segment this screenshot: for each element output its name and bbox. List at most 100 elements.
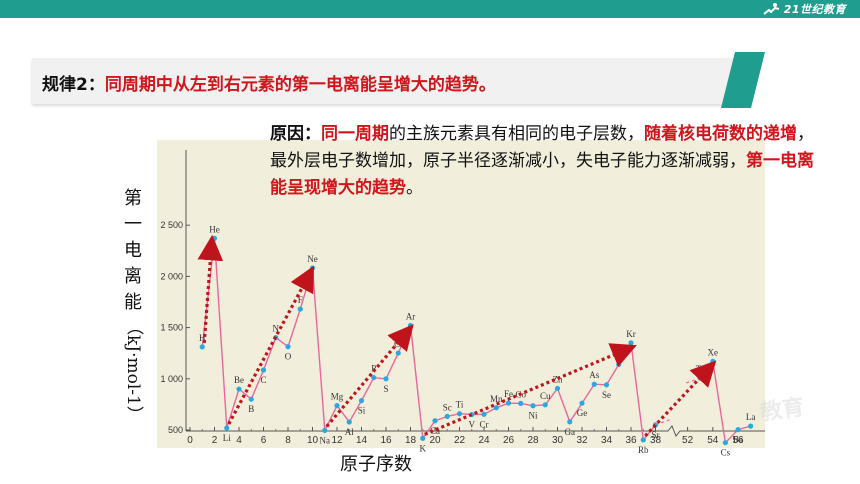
data-point	[591, 381, 597, 387]
element-label: K	[420, 443, 427, 453]
data-point	[260, 367, 267, 373]
reason-label: 原因：	[270, 124, 321, 144]
element-label: N	[273, 324, 280, 334]
data-point	[346, 419, 352, 425]
element-label: Li	[223, 433, 231, 443]
data-point	[710, 358, 716, 364]
y-axis-title-char: 能	[124, 292, 142, 313]
data-point	[285, 344, 291, 350]
rule-prefix: 规律2：	[42, 75, 105, 95]
element-label: Ar	[406, 311, 416, 321]
data-point	[199, 344, 205, 350]
y-tick-label: 1 500	[160, 323, 183, 333]
element-label: Mn	[490, 394, 503, 404]
x-tick-label: 54	[707, 435, 719, 446]
element-label: O	[285, 352, 292, 362]
data-point	[432, 418, 438, 424]
data-point	[542, 402, 548, 408]
element-label: Ga	[565, 427, 576, 437]
y-tick-label: 2 500	[160, 220, 183, 230]
element-label: Na	[320, 435, 331, 445]
element-label: Si	[358, 406, 366, 416]
data-point	[567, 419, 573, 425]
runner-icon	[763, 3, 779, 15]
x-tick-label: 28	[527, 435, 539, 446]
element-label: B	[248, 404, 254, 414]
element-label: As	[589, 370, 599, 380]
trend-arrow	[325, 324, 414, 428]
reason-nuclear-charge: 随着核电荷数的递增	[644, 124, 797, 144]
element-label: Fe	[504, 389, 513, 399]
data-point	[518, 400, 524, 406]
element-label: Cr	[480, 419, 489, 429]
y-axis-title: 第 一 电 离 能 （kJ·mol-1）	[116, 186, 150, 431]
data-point	[334, 403, 340, 409]
trend-arrow	[644, 360, 717, 438]
y-axis-unit: （kJ·mol-1）	[123, 318, 143, 423]
chart-panel	[157, 140, 765, 448]
element-label: Cs	[721, 448, 731, 458]
data-point	[493, 405, 499, 411]
data-point	[603, 382, 610, 388]
element-label: Se	[602, 390, 611, 400]
element-label: Sr	[651, 430, 659, 440]
element-label: Ca	[430, 426, 440, 436]
element-label: P	[371, 364, 376, 374]
x-tick-label: 4	[236, 435, 242, 446]
reason-paragraph: 原因：同一周期的主族元素具有相同的电子层数，随着核电荷数的递增，最外层电子数增加…	[270, 121, 815, 202]
data-point	[224, 425, 230, 431]
x-tick-label: 26	[503, 435, 515, 446]
data-point	[505, 400, 512, 406]
element-label: V	[469, 420, 476, 430]
x-tick-label: 10	[307, 435, 319, 446]
element-label: Mg	[331, 392, 344, 402]
rule-text: 同周期中从左到右元素的第一电离能呈增大的趋势。	[104, 75, 496, 95]
x-tick-label: 38	[650, 435, 662, 446]
data-point	[444, 413, 450, 419]
logo: 21世纪教育	[761, 1, 846, 17]
element-label: S	[383, 384, 388, 394]
y-tick-label: 500	[168, 425, 183, 435]
element-label: Xe	[708, 347, 719, 357]
data-point	[297, 306, 303, 312]
y-tick-label: 2 000	[160, 271, 183, 281]
data-point	[530, 403, 536, 409]
element-label: Ti	[456, 400, 464, 410]
data-point	[735, 427, 741, 433]
data-point	[420, 435, 426, 441]
y-axis-title-char: 第	[124, 188, 142, 209]
x-tick-label: 30	[552, 435, 564, 446]
x-tick-label: 18	[405, 435, 417, 446]
data-point	[456, 411, 463, 417]
data-point	[322, 427, 328, 434]
element-label: He	[209, 224, 220, 234]
x-axis-title: 原子序数	[340, 454, 412, 475]
y-tick-label: 1 000	[160, 374, 183, 384]
data-point	[640, 437, 646, 443]
element-label: C	[260, 375, 266, 385]
trend-arrow	[424, 343, 637, 436]
element-label: Rb	[638, 445, 649, 455]
rule-banner	[32, 58, 748, 104]
element-label: Ni	[529, 411, 538, 421]
x-tick-label: 0	[187, 435, 193, 446]
data-point	[616, 361, 622, 368]
data-point	[211, 235, 218, 241]
data-point	[358, 398, 365, 404]
x-tick-label: 20	[429, 435, 441, 446]
data-point	[481, 411, 487, 417]
x-tick-label: 12	[331, 435, 343, 446]
x-axis-line	[186, 425, 765, 437]
data-point	[236, 386, 242, 392]
data-point	[722, 440, 729, 446]
reason-text-3: 。	[406, 178, 423, 198]
element-label: F	[298, 295, 303, 305]
x-tick-label: 14	[356, 435, 368, 446]
x-tick-label: 8	[285, 435, 291, 446]
x-tick-label: 34	[601, 435, 613, 446]
element-label: Ne	[307, 254, 318, 264]
element-label: Cu	[540, 391, 551, 401]
data-point	[554, 385, 561, 392]
y-axis-title-char: 电	[124, 240, 142, 261]
logo-text: 21世纪教育	[783, 3, 846, 16]
